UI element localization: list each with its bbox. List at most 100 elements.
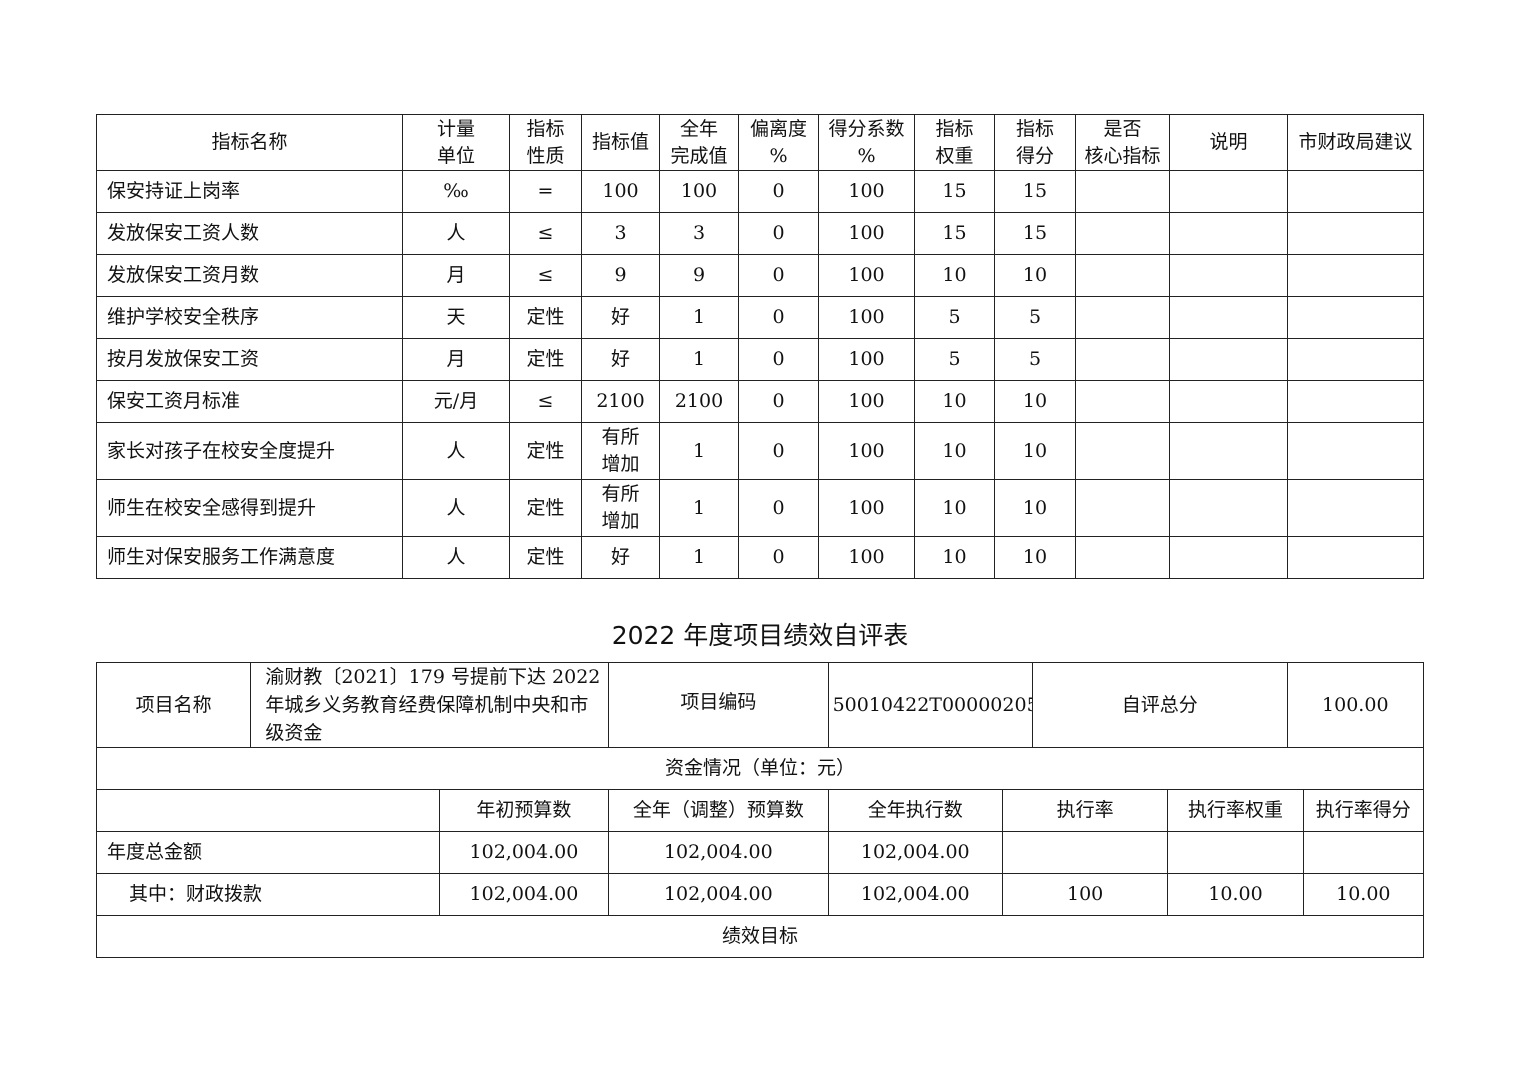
table-cell: ‰: [402, 170, 510, 213]
table-cell: 执行率: [1001, 789, 1169, 832]
table-cell: 有所 增加: [581, 479, 660, 537]
table-cell: 102,004.00: [438, 831, 610, 874]
table-cell: [1287, 254, 1424, 297]
column-header: 指标 性质: [509, 114, 582, 171]
table-cell: 1: [659, 536, 739, 579]
table-row: 维护学校安全秩序天定性好 1 0 100 5 5: [96, 296, 1424, 339]
table-cell: 10: [914, 422, 995, 480]
table-cell: 执行率权重: [1167, 789, 1304, 832]
table-row: 发放保安工资月数月 ≤9 9 0 100 10 10: [96, 254, 1424, 297]
self-eval-table: 项目名称 渝财教〔2021〕179 号提前下达 2022 年城乡义务教育经费保障…: [95, 662, 1425, 958]
table-cell: 100: [818, 254, 915, 297]
table-cell: 1: [659, 296, 739, 339]
table-cell: [1075, 536, 1170, 579]
table-cell: 5: [994, 296, 1076, 339]
table-cell: [1075, 380, 1170, 423]
table-cell: 100: [818, 296, 915, 339]
table-cell: 0: [738, 338, 819, 381]
column-header: 指标 得分: [994, 114, 1076, 171]
column-header: 是否 核心指标: [1075, 114, 1170, 171]
table-cell: 102,004.00: [608, 873, 829, 916]
column-header: 指标值: [581, 114, 660, 171]
table-cell: 5: [994, 338, 1076, 381]
project-code: 50010422T000002055463: [827, 662, 1034, 748]
column-header: 计量 单位: [402, 114, 510, 171]
table-cell: 0: [738, 296, 819, 339]
table-cell: 102,004.00: [827, 873, 1003, 916]
table-cell: [1169, 479, 1288, 537]
table-cell: 15: [914, 170, 995, 213]
table-cell: 10: [994, 380, 1076, 423]
table-cell: [1287, 170, 1424, 213]
project-name-label: 项目名称: [95, 662, 252, 748]
table-cell: 家长对孩子在校安全度提升: [96, 422, 403, 480]
table-cell: 10: [994, 422, 1076, 480]
indicator-table: 指标名称 计量 单位 指标 性质 指标值 全年 完成值 偏离度 % 得分系数 % 指标 权重指…: [96, 114, 1424, 579]
table-cell: 100: [818, 479, 915, 537]
table-cell: 9: [659, 254, 739, 297]
table-cell: [1287, 422, 1424, 480]
table-cell: 定性: [509, 338, 582, 381]
table-cell: [1001, 831, 1169, 874]
table-row: 家长对孩子在校安全度提升人定性 有所 增加 1 0 100 10 10: [96, 422, 1424, 480]
table-cell: 年初预算数: [438, 789, 610, 832]
table-cell: 定性: [509, 536, 582, 579]
table-cell: 2100: [659, 380, 739, 423]
header-row: 指标名称 计量 单位 指标 性质 指标值 全年 完成值 偏离度 % 得分系数 % 指标 权重指…: [96, 114, 1424, 171]
table-cell: 10: [914, 479, 995, 537]
column-header: 市财政局建议: [1287, 114, 1424, 171]
table-cell: 全年执行数: [827, 789, 1003, 832]
table-cell: [1169, 422, 1288, 480]
fund-row: 其中：财政拨款 102,004.00 102,004.00 102,004.00 100…: [96, 873, 1425, 916]
table-cell: [1075, 422, 1170, 480]
table-cell: 2100: [581, 380, 660, 423]
fund-header-row: 年初预算数 全年（调整）预算数 全年执行数 执行率 执行率权重 执行率得分: [96, 789, 1425, 832]
table-cell: [1075, 338, 1170, 381]
table-cell: 年度总金额: [96, 831, 440, 874]
table-cell: 师生在校安全感得到提升: [96, 479, 403, 537]
table-cell: 保安工资月标准: [96, 380, 403, 423]
table-cell: 好: [581, 296, 660, 339]
table-cell: 维护学校安全秩序: [96, 296, 403, 339]
table-cell: 3: [659, 212, 739, 255]
column-header: 偏离度 %: [738, 114, 819, 171]
table-cell: 师生对保安服务工作满意度: [96, 536, 403, 579]
table-cell: 执行率得分: [1302, 789, 1425, 832]
table-cell: 人: [402, 479, 510, 537]
table-cell: 5: [914, 338, 995, 381]
table-cell: 5: [914, 296, 995, 339]
table-row: 保安持证上岗率 ‰ = 100 100 0 100 15 15: [96, 170, 1424, 213]
table-cell: [1287, 479, 1424, 537]
table-cell: 保安持证上岗率: [96, 170, 403, 213]
table-cell: 102,004.00: [438, 873, 610, 916]
table-cell: 月: [402, 338, 510, 381]
table-cell: 100: [818, 338, 915, 381]
table-cell: 1: [659, 338, 739, 381]
table-cell: 全年（调整）预算数: [608, 789, 829, 832]
table-cell: 0: [738, 170, 819, 213]
funds-header: 资金情况（单位：元）: [96, 747, 1424, 790]
table-cell: [1287, 380, 1424, 423]
table-cell: [1169, 212, 1288, 255]
fund-row: 年度总金额 102,004.00 102,004.00 102,004.00: [96, 831, 1425, 874]
table-cell: [1075, 254, 1170, 297]
project-code-label-cell: 项目编码: [608, 662, 829, 748]
table-cell: 100: [818, 380, 915, 423]
table-cell: [1287, 338, 1424, 381]
table-cell: 10: [914, 254, 995, 297]
table-cell: 100: [818, 212, 915, 255]
column-header: 说明: [1169, 114, 1288, 171]
table-cell: 3: [581, 212, 660, 255]
table-cell: [1169, 338, 1288, 381]
table-row: 师生对保安服务工作满意度人定性好 1 0 100 10 10: [96, 536, 1424, 579]
table-cell: 好: [581, 338, 660, 381]
page-title: 2022 年度项目绩效自评表: [611, 621, 909, 650]
table-cell: 天: [402, 296, 510, 339]
table-cell: [1075, 296, 1170, 339]
table-cell: 10: [914, 380, 995, 423]
table-cell: 人: [402, 422, 510, 480]
table-cell: 好: [581, 536, 660, 579]
table-cell: 月: [402, 254, 510, 297]
table-cell: [1169, 380, 1288, 423]
table-row: 按月发放保安工资月定性好 1 0 100 5 5: [96, 338, 1424, 381]
